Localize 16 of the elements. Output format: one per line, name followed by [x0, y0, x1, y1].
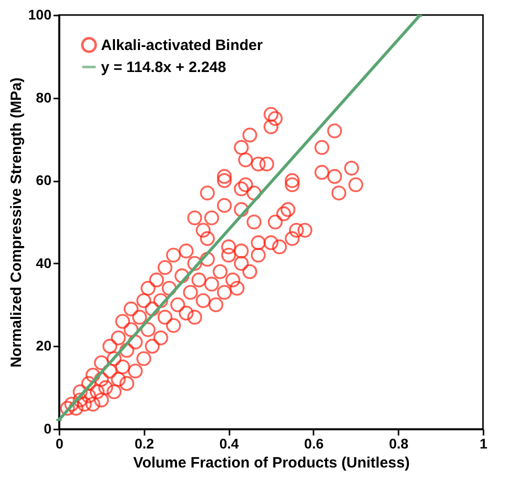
y-tick-label: 80	[36, 89, 52, 106]
y-tick-label: 0	[44, 420, 52, 436]
x-tick-label: 0	[56, 436, 64, 452]
y-axis-title: Normalized Compressive Strength (MPa)	[8, 77, 26, 368]
y-tick-label: 100	[28, 6, 52, 22]
x-axis-title: Volume Fraction of Products (Unitless)	[133, 454, 410, 472]
y-tick-label: 20	[36, 338, 52, 354]
x-tick-label: 0.6	[304, 436, 324, 452]
x-tick-label: 0.4	[219, 436, 240, 452]
y-tick-label: 60	[36, 172, 52, 188]
legend-label: Alkali-activated Binder	[101, 37, 263, 54]
x-tick-label: 1	[480, 436, 488, 452]
x-tick-label: 0.8	[388, 436, 409, 452]
y-tick-label: 40	[36, 254, 52, 271]
legend-label: y = 114.8x + 2.248	[101, 59, 226, 76]
x-tick-label: 0.2	[134, 436, 154, 452]
